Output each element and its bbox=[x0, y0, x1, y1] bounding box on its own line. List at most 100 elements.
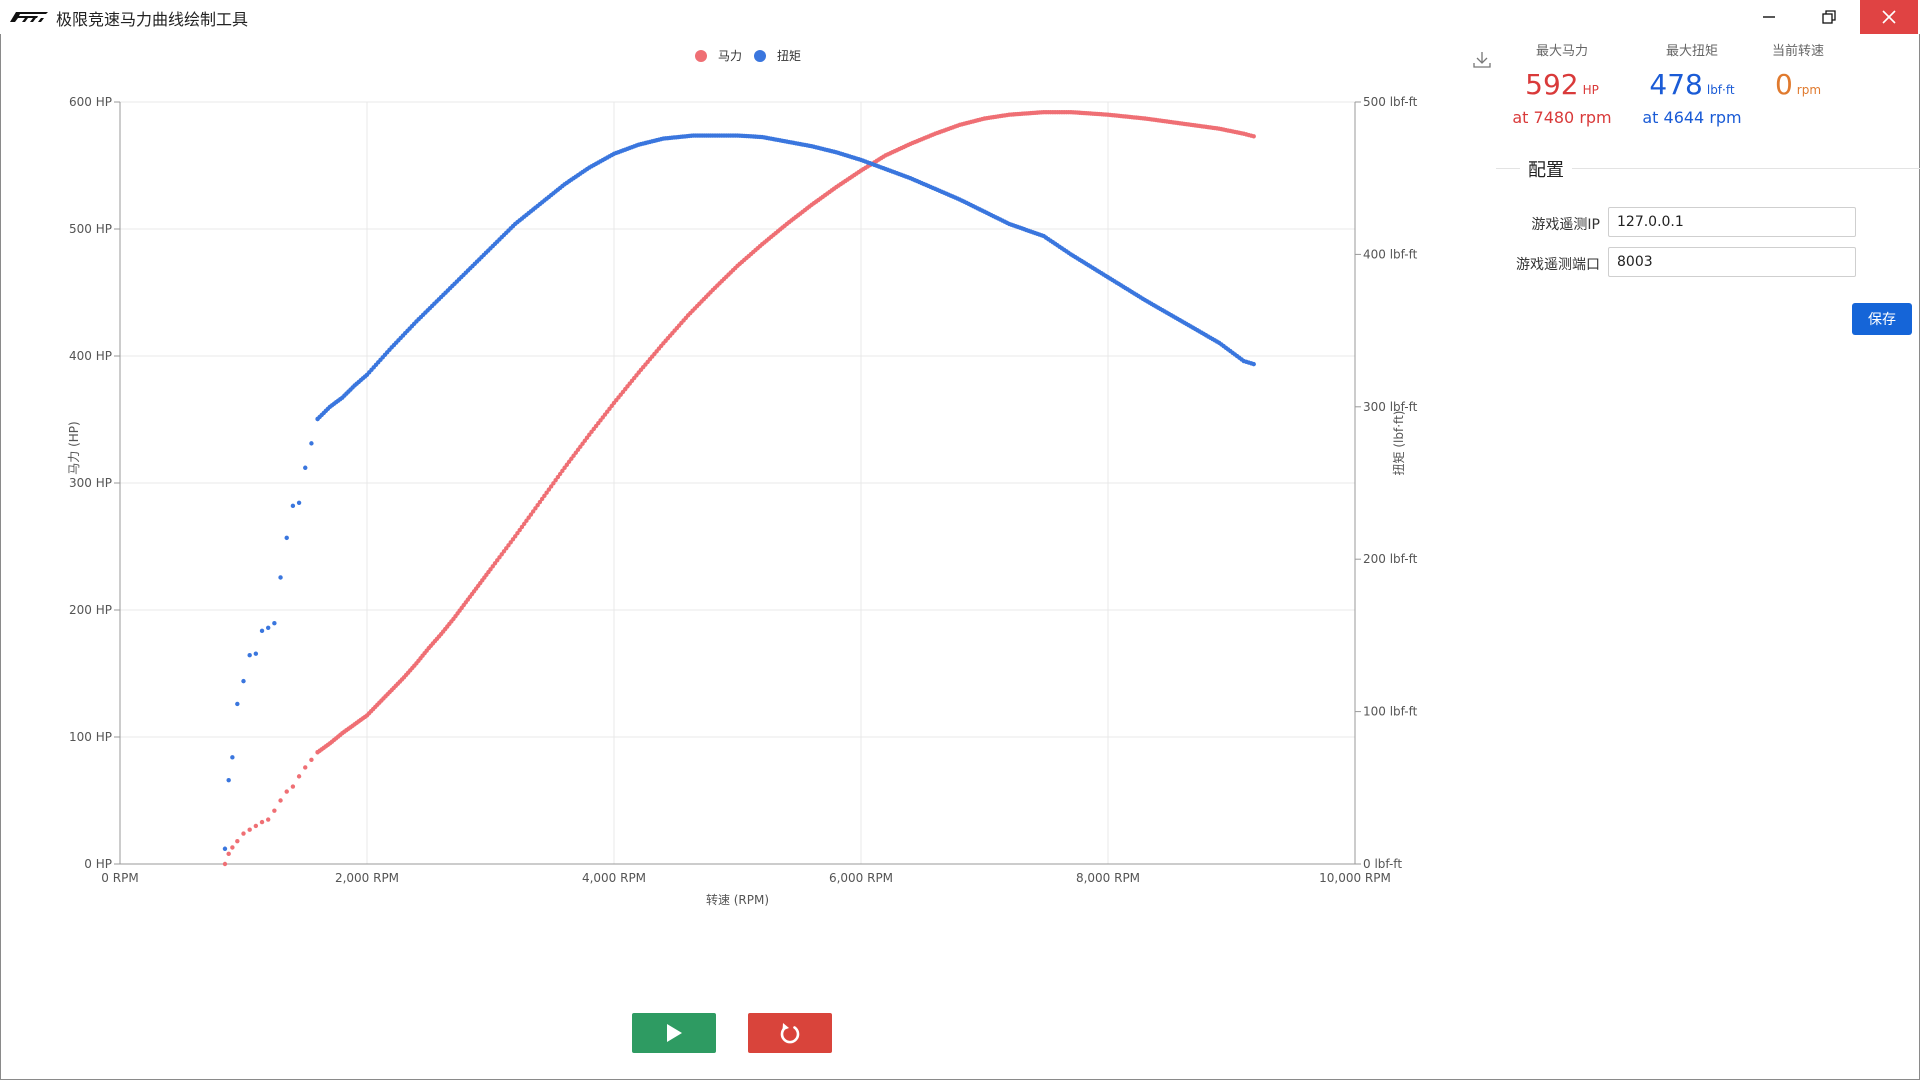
hp-point bbox=[539, 496, 545, 502]
config-title: 配置 bbox=[1520, 156, 1572, 182]
hp-point bbox=[226, 851, 231, 857]
hp-point bbox=[253, 823, 259, 829]
download-button[interactable] bbox=[1470, 48, 1494, 72]
hp-point bbox=[530, 509, 536, 514]
hp-point bbox=[513, 534, 518, 539]
restore-icon bbox=[1822, 10, 1836, 24]
x-tick-label: 8,000 RPM bbox=[1076, 871, 1140, 885]
reset-button[interactable] bbox=[748, 1013, 832, 1053]
torque-point bbox=[1251, 361, 1256, 367]
max-torque-rpm: at 4644 rpm bbox=[1642, 108, 1742, 127]
forza-logo-icon bbox=[10, 12, 48, 22]
max-hp-value-row: 592 HP bbox=[1492, 69, 1632, 106]
legend-torque-label[interactable]: 扭矩 bbox=[777, 49, 801, 63]
torque-point bbox=[259, 628, 265, 634]
hp-point bbox=[235, 838, 240, 844]
start-button[interactable] bbox=[632, 1013, 716, 1053]
hp-point bbox=[241, 831, 246, 836]
x-axis-title: 转速 (RPM) bbox=[706, 892, 769, 907]
hp-point bbox=[284, 789, 289, 794]
save-button[interactable]: 保存 bbox=[1852, 303, 1912, 335]
hp-point bbox=[303, 765, 308, 770]
max-torque-value: 478 bbox=[1649, 68, 1703, 101]
torque-point bbox=[222, 846, 228, 851]
hp-point bbox=[497, 555, 502, 560]
x-tick-label: 4,000 RPM bbox=[582, 871, 646, 885]
y-left-tick-label: 0 HP bbox=[84, 857, 112, 871]
restore-button[interactable] bbox=[1800, 0, 1858, 34]
hp-point bbox=[528, 512, 534, 517]
hp-point bbox=[490, 564, 495, 569]
hp-point bbox=[492, 561, 498, 566]
reset-icon bbox=[780, 1023, 800, 1044]
y-right-tick-label: 0 lbf-ft bbox=[1363, 857, 1402, 871]
legend-hp-marker[interactable] bbox=[695, 50, 707, 62]
torque-point bbox=[290, 503, 296, 509]
power-torque-chart[interactable]: 0 RPM 2,000 RPM 4,000 RPM 6,000 RPM 8,000 RP… bbox=[0, 40, 1480, 940]
hp-point bbox=[569, 456, 574, 461]
hp-point bbox=[573, 450, 579, 455]
download-icon bbox=[1473, 52, 1491, 68]
minimize-icon bbox=[1763, 16, 1775, 18]
hp-point bbox=[535, 502, 540, 508]
y-right-tick-label: 200 lbf-ft bbox=[1363, 552, 1418, 566]
max-torque-stat: 最大扭矩 478 lbf·ft at 4644 rpm bbox=[1622, 40, 1762, 127]
torque-point bbox=[253, 651, 259, 656]
config-divider bbox=[1496, 168, 1920, 169]
hp-point bbox=[517, 527, 522, 533]
x-tick-label: 10,000 RPM bbox=[1319, 871, 1391, 885]
y-right-tick-label: 400 lbf-ft bbox=[1363, 247, 1418, 261]
chart-legend: 马力 扭矩 bbox=[695, 49, 801, 63]
hp-point bbox=[508, 540, 513, 545]
y-right-axis-title: 扭矩 (lbf·ft) bbox=[1392, 411, 1406, 476]
current-rpm-value-row: 0 rpm bbox=[1728, 69, 1868, 106]
hp-point bbox=[290, 784, 296, 789]
hp-point bbox=[571, 453, 576, 458]
hp-point bbox=[546, 487, 552, 492]
hp-point bbox=[499, 552, 504, 557]
torque-point bbox=[230, 755, 235, 760]
torque-point bbox=[278, 575, 283, 580]
hp-point bbox=[272, 808, 277, 813]
hp-point bbox=[296, 774, 302, 779]
current-rpm-unit: rpm bbox=[1796, 83, 1822, 97]
y-left-tick-label: 400 HP bbox=[69, 349, 112, 363]
hp-point bbox=[222, 861, 228, 867]
current-rpm-value: 0 bbox=[1774, 68, 1793, 101]
max-hp-unit: HP bbox=[1582, 83, 1599, 97]
hp-point bbox=[504, 546, 509, 551]
port-input[interactable] bbox=[1608, 247, 1856, 277]
chart-container: 0 RPM 2,000 RPM 4,000 RPM 6,000 RPM 8,000 RP… bbox=[0, 40, 1480, 940]
ip-input[interactable] bbox=[1608, 207, 1856, 237]
hp-point bbox=[544, 490, 549, 495]
hp-point bbox=[551, 481, 556, 486]
legend-torque-marker[interactable] bbox=[754, 50, 766, 62]
y-left-tick-label: 100 HP bbox=[69, 730, 112, 744]
hp-point bbox=[278, 798, 283, 803]
hp-point bbox=[578, 444, 583, 449]
close-button[interactable] bbox=[1860, 0, 1918, 34]
chart-axes: 0 RPM 2,000 RPM 4,000 RPM 6,000 RPM 8,000 RP… bbox=[67, 95, 1418, 907]
torque-point bbox=[309, 441, 314, 446]
hp-point bbox=[259, 819, 265, 825]
hp-point bbox=[548, 484, 554, 489]
max-torque-unit: lbf·ft bbox=[1706, 83, 1735, 97]
torque-point bbox=[235, 701, 240, 707]
torque-series bbox=[222, 133, 1256, 851]
hp-point bbox=[537, 499, 543, 505]
max-torque-value-row: 478 lbf·ft bbox=[1622, 69, 1762, 106]
hp-point bbox=[488, 567, 493, 572]
hp-point bbox=[582, 438, 588, 443]
hp-point bbox=[553, 478, 558, 483]
hp-point bbox=[515, 531, 520, 536]
current-rpm-stat: 当前转速 0 rpm bbox=[1728, 40, 1868, 106]
minimize-button[interactable] bbox=[1740, 0, 1798, 34]
hp-point bbox=[557, 471, 563, 477]
y-right-tick-label: 100 lbf-ft bbox=[1363, 705, 1418, 719]
hp-series bbox=[222, 109, 1256, 867]
torque-point bbox=[241, 678, 246, 684]
y-left-tick-label: 200 HP bbox=[69, 603, 112, 617]
legend-hp-label[interactable]: 马力 bbox=[718, 49, 742, 63]
chart-grid bbox=[119, 101, 1356, 865]
hp-point bbox=[584, 435, 590, 440]
